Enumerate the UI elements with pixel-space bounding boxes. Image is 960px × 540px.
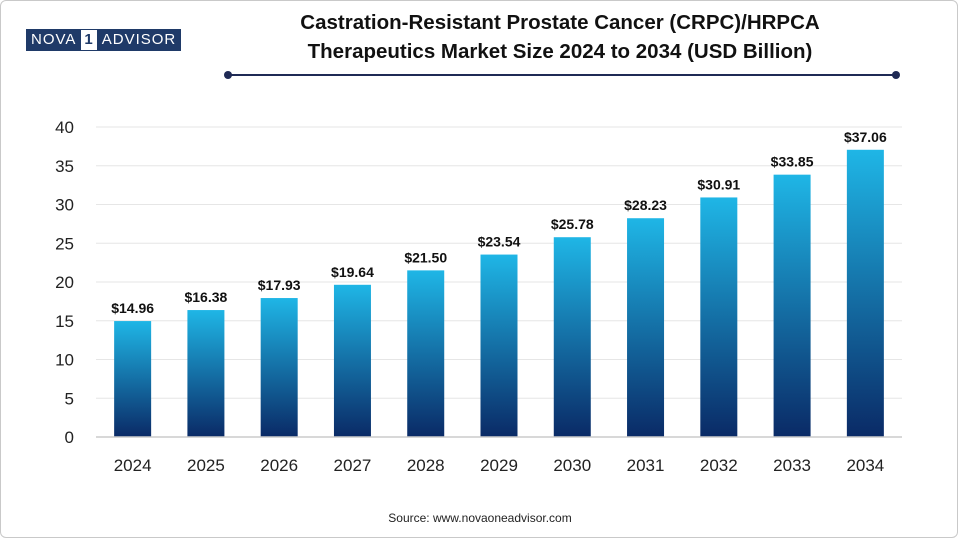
data-label-2030: $25.78: [551, 216, 594, 232]
divider-dot-left: [224, 71, 232, 79]
divider-dot-right: [892, 71, 900, 79]
logo-text-left: NOVA: [27, 30, 81, 50]
bar-2031: [627, 218, 665, 437]
y-tick-label: 5: [65, 389, 74, 408]
data-label-2031: $28.23: [624, 197, 667, 213]
x-tick-label-2033: 2033: [773, 456, 811, 475]
data-label-2034: $37.06: [844, 129, 887, 145]
bars: [114, 149, 884, 437]
y-tick-label: 25: [55, 234, 74, 253]
x-tick-label-2026: 2026: [260, 456, 298, 475]
logo-text-mid: 1: [80, 30, 98, 50]
x-axis-ticks: 2024 2025 2026 2027 2028 2029 2030 2031 2032 2033…: [114, 456, 885, 475]
data-label-2028: $21.50: [404, 249, 447, 265]
x-tick-label-2034: 2034: [846, 456, 884, 475]
chart-title-line-2: Therapeutics Market Size 2024 to 2034 (U…: [307, 40, 813, 63]
bar-2034: [846, 149, 884, 437]
bar-2024: [114, 321, 152, 437]
x-tick-label-2027: 2027: [334, 456, 372, 475]
y-tick-label: 20: [55, 273, 74, 292]
data-labels: $14.96 $16.38 $17.93 $19.64 $21.50 $23.54 $25.…: [111, 129, 887, 316]
logo-text-right: ADVISOR: [97, 30, 181, 50]
data-label-2026: $17.93: [258, 277, 301, 293]
bar-2026: [260, 298, 298, 437]
data-label-2024: $14.96: [111, 300, 154, 316]
gridlines: [96, 126, 902, 399]
data-label-2033: $33.85: [771, 154, 814, 170]
y-tick-label: 10: [55, 351, 74, 370]
x-tick-label-2028: 2028: [407, 456, 445, 475]
x-tick-label-2024: 2024: [114, 456, 152, 475]
bar-2028: [407, 270, 445, 437]
bar-2027: [333, 284, 371, 437]
title-divider: [228, 74, 896, 76]
chart-title: Castration-Resistant Prostate Cancer (CR…: [220, 8, 900, 66]
bar-2025: [187, 310, 225, 437]
x-tick-label-2029: 2029: [480, 456, 518, 475]
data-label-2025: $16.38: [184, 289, 227, 305]
data-label-2029: $23.54: [478, 234, 521, 250]
y-tick-label: 15: [55, 312, 74, 331]
bar-2030: [553, 237, 591, 437]
bar-2033: [773, 174, 811, 437]
source-note: Source: www.novaoneadvisor.com: [388, 511, 572, 525]
bar-2029: [480, 254, 518, 437]
y-tick-label: 0: [65, 428, 74, 447]
y-tick-label: 35: [55, 157, 74, 176]
data-label-2027: $19.64: [331, 264, 374, 280]
data-label-2032: $30.91: [697, 176, 740, 192]
y-tick-label: 30: [55, 196, 74, 215]
chart-title-line-1: Castration-Resistant Prostate Cancer (CR…: [300, 11, 820, 34]
x-tick-label-2031: 2031: [627, 456, 665, 475]
brand-logo: NOVA 1 ADVISOR: [26, 29, 182, 51]
x-tick-label-2030: 2030: [553, 456, 591, 475]
x-tick-label-2025: 2025: [187, 456, 225, 475]
x-tick-label-2032: 2032: [700, 456, 738, 475]
bar-2032: [700, 197, 738, 437]
y-tick-label: 40: [55, 118, 74, 137]
y-axis-ticks: 0 5 10 15 20 25 30 35 40: [55, 118, 74, 447]
